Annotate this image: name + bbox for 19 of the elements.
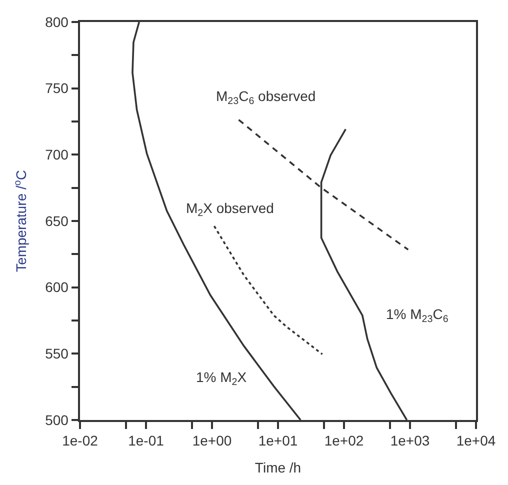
x-tick-label: 1e-01	[128, 432, 164, 449]
series-label: M$_{23}$C$_{6}$ observed	[216, 88, 316, 107]
y-tick-label: 750	[45, 80, 69, 96]
x-tick-label: 1e+02	[324, 432, 364, 449]
x-tick-label: 1e-02	[62, 432, 98, 449]
x-tick-label: 1e+04	[456, 432, 496, 449]
series-label: M$_{2}$X observed	[186, 200, 274, 219]
series-label: 1% M$_{23}$C$_{6}$	[386, 306, 449, 325]
y-tick-label: 550	[45, 346, 69, 362]
x-tick-label: 1e+00	[192, 432, 232, 449]
y-tick-label: 500	[45, 412, 69, 428]
y-tick-label: 600	[45, 279, 69, 296]
x-tick-label: 1e+01	[258, 432, 298, 449]
x-axis-title: Time /h	[254, 459, 302, 476]
x-tick-label: 1e+03	[390, 432, 430, 449]
y-tick-label: 700	[45, 146, 69, 163]
y-tick-label: 800	[45, 14, 69, 30]
series-label: 1% M$_{2}$X	[196, 369, 248, 388]
y-tick-label: 650	[45, 212, 69, 229]
